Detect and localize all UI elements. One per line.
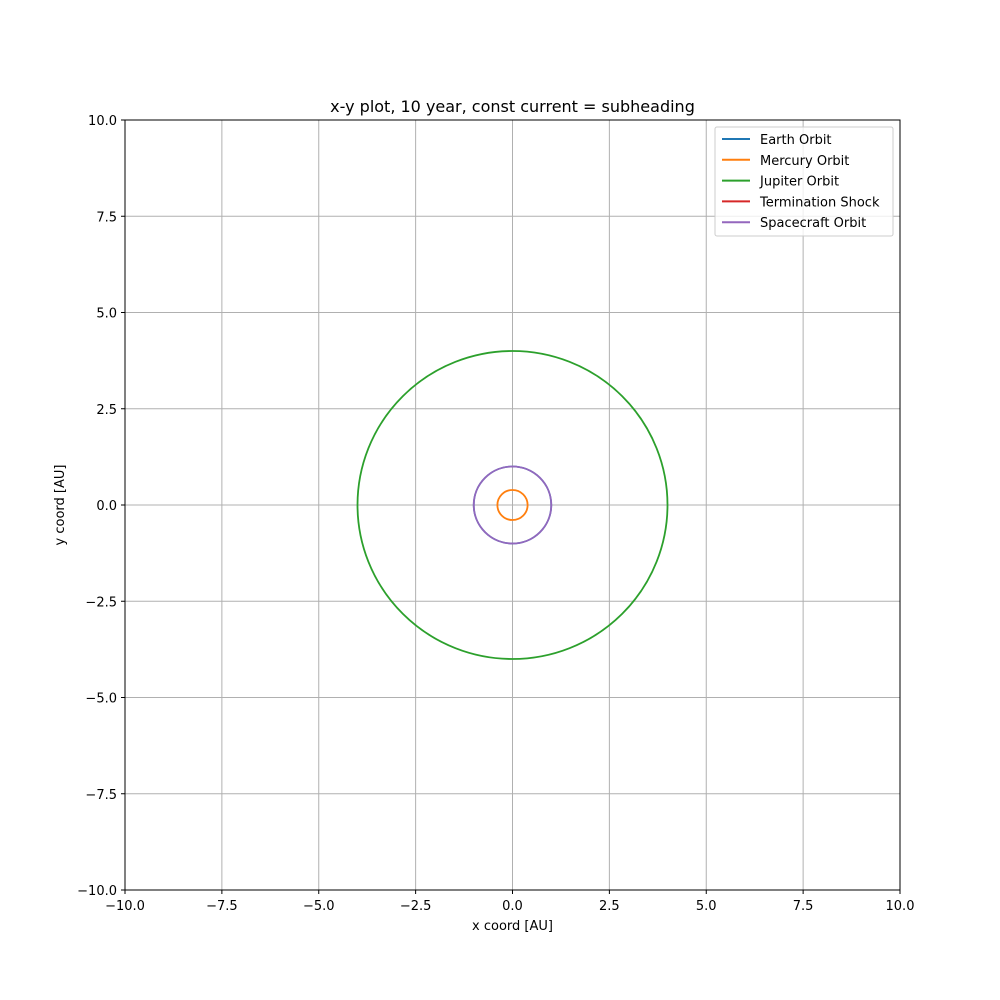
- mercury-orbit-line: [496, 489, 529, 521]
- legend-label-earth-orbit: Earth Orbit: [760, 133, 832, 148]
- y-tick-label: −2.5: [85, 595, 117, 610]
- x-tick-label: 5.0: [696, 899, 717, 914]
- x-tick-label: 0.0: [502, 899, 523, 914]
- legend-label-termination-shock: Termination Shock: [759, 195, 880, 210]
- legend-label-mercury-orbit: Mercury Orbit: [760, 154, 849, 169]
- x-tick-label: 2.5: [599, 899, 620, 914]
- x-tick-label: −7.5: [206, 899, 238, 914]
- x-tick-label: 10.0: [886, 899, 915, 914]
- jupiter-orbit-line: [356, 350, 669, 660]
- chart-title: x-y plot, 10 year, const current = subhe…: [330, 97, 695, 116]
- y-tick-label: 10.0: [88, 114, 117, 129]
- x-tick-label: −2.5: [400, 899, 432, 914]
- x-tick-label: −10.0: [105, 899, 145, 914]
- x-axis-label: x coord [AU]: [472, 919, 553, 934]
- y-tick-label: 7.5: [96, 210, 117, 225]
- legend-label-jupiter-orbit: Jupiter Orbit: [759, 175, 839, 190]
- y-tick-label: −5.0: [85, 692, 117, 707]
- x-tick-label: 7.5: [793, 899, 814, 914]
- y-tick-label: 2.5: [96, 403, 117, 418]
- legend: Earth Orbit Mercury Orbit Jupiter Orbit Ter…: [714, 126, 894, 237]
- y-tick-label: −7.5: [85, 788, 117, 803]
- y-tick-label: −10.0: [77, 884, 117, 899]
- legend-label-spacecraft-orbit: Spacecraft Orbit: [760, 216, 866, 231]
- legend-box: [714, 126, 894, 237]
- ticks: −10.0 −7.5 −5.0 −2.5 0.0 2.5 5.0 7.5 10.0 −10.0 −7…: [77, 114, 914, 914]
- y-tick-label: 0.0: [96, 499, 117, 514]
- y-axis-label: y coord [AU]: [53, 465, 68, 546]
- spacecraft-orbit-line: [472, 465, 553, 545]
- x-tick-label: −5.0: [303, 899, 335, 914]
- y-tick-label: 5.0: [96, 307, 117, 322]
